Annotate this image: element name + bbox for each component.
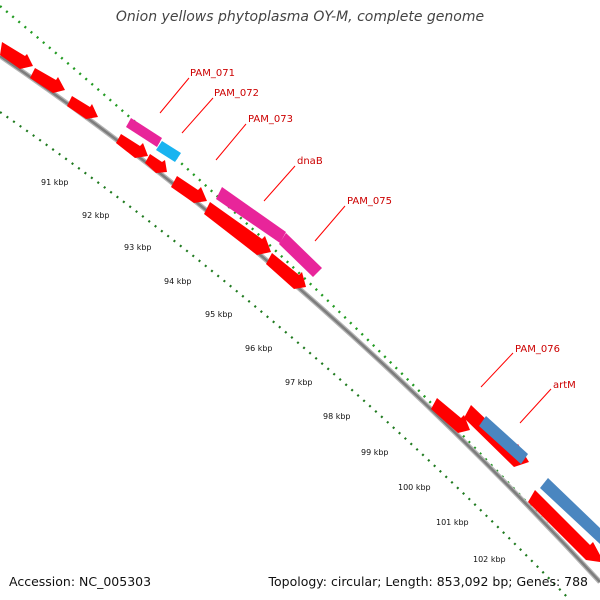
gene-artM[interactable] xyxy=(540,478,600,544)
gene-label-PAM_071[interactable]: PAM_071 xyxy=(190,68,235,79)
leader-line xyxy=(480,352,514,388)
scale-label: 98 kbp xyxy=(323,412,351,421)
gene-label-PAM_072[interactable]: PAM_072 xyxy=(214,88,259,99)
scale-label: 100 kbp xyxy=(398,483,431,492)
map-title: Onion yellows phytoplasma OY-M, complete… xyxy=(115,9,485,25)
gene-label-PAM_073[interactable]: PAM_073 xyxy=(248,114,293,125)
gene-label-dnaB[interactable]: dnaB xyxy=(297,156,323,167)
genome-backbone-shadow xyxy=(0,53,600,584)
accession-label: Accession: NC_005303 xyxy=(9,574,152,589)
scale-label: 102 kbp xyxy=(473,555,506,564)
scale-label: 97 kbp xyxy=(285,378,313,387)
gene-arrow[interactable] xyxy=(30,68,65,93)
gene-label-artM[interactable]: artM xyxy=(553,380,576,391)
scale-label: 96 kbp xyxy=(245,344,273,353)
gene-arrow[interactable] xyxy=(204,202,271,255)
leader-line xyxy=(263,165,296,202)
gene-label-PAM_075[interactable]: PAM_075 xyxy=(347,196,392,207)
gene-arrow[interactable] xyxy=(171,176,207,203)
genome-backbone xyxy=(0,54,600,583)
gene-arrow[interactable] xyxy=(431,398,470,433)
scale-label: 94 kbp xyxy=(164,277,192,286)
scale-label: 99 kbp xyxy=(361,448,389,457)
leader-line xyxy=(159,77,190,114)
outer-tick-track xyxy=(0,5,591,571)
scale-label: 95 kbp xyxy=(205,310,233,319)
scale-label: 92 kbp xyxy=(82,211,110,220)
leader-line xyxy=(215,123,247,161)
leader-line xyxy=(314,205,346,242)
gene-label-PAM_076[interactable]: PAM_076 xyxy=(515,344,560,355)
genome-summary: Topology: circular; Length: 853,092 bp; … xyxy=(268,574,589,589)
gene-dnaB[interactable] xyxy=(216,187,286,243)
scale-label: 91 kbp xyxy=(41,178,69,187)
leader-line xyxy=(519,388,552,424)
gene-arrow[interactable] xyxy=(528,490,600,562)
leader-line xyxy=(181,97,214,134)
scale-label: 93 kbp xyxy=(124,243,152,252)
gene-PAM_072[interactable] xyxy=(156,141,181,162)
gene-arrow[interactable] xyxy=(116,134,148,158)
gene-PAM_076[interactable] xyxy=(479,416,528,464)
gene-arrow[interactable] xyxy=(0,42,33,69)
gene-arrow[interactable] xyxy=(266,253,306,289)
gene-PAM_075[interactable] xyxy=(279,233,322,277)
scale-label: 101 kbp xyxy=(436,518,469,527)
inner-scale-track xyxy=(0,111,571,600)
gene-arrow[interactable] xyxy=(145,154,167,173)
gene-PAM_071[interactable] xyxy=(126,118,162,147)
gene-arrow[interactable] xyxy=(67,96,98,119)
